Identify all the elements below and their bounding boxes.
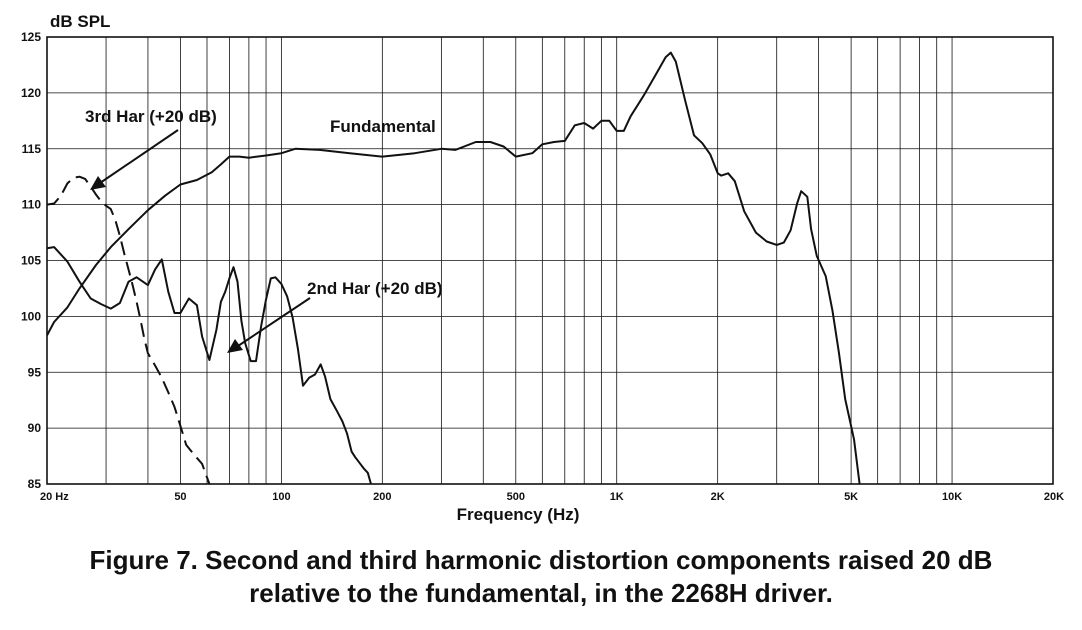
x-tick-label: 2K [711, 491, 725, 503]
x-axis-label: Frequency (Hz) [457, 505, 580, 524]
y-tick-label: 120 [21, 86, 41, 100]
annotation-arrow-2nd-har [237, 297, 311, 347]
y-tick-label: 105 [21, 254, 41, 268]
x-tick-label: 100 [272, 491, 290, 503]
x-tick-label: 200 [373, 491, 391, 503]
y-tick-label: 110 [22, 198, 42, 212]
y-tick-label: 100 [21, 309, 41, 323]
x-tick-label: 5K [844, 491, 858, 503]
series-lines [46, 51, 861, 485]
y-tick-label: 90 [28, 421, 42, 435]
x-tick-label: 10K [942, 491, 962, 503]
plot-grid [47, 37, 1053, 484]
plot-frame [46, 36, 1054, 485]
y-tick-label: 125 [21, 30, 41, 44]
y-tick-label: 95 [28, 365, 42, 379]
annotation-fundamental: Fundamental [330, 117, 436, 136]
y-tick-label: 115 [22, 142, 42, 156]
series-line-3rd-har-20-db [46, 175, 211, 485]
annotation-2nd-har: 2nd Har (+20 dB) [307, 279, 443, 298]
x-tick-label: 1K [610, 491, 624, 503]
x-tick-label: 500 [507, 491, 525, 503]
annotation-arrow-3rd-har [99, 129, 179, 184]
figure-caption: Figure 7. Second and third harmonic dist… [0, 544, 1082, 610]
series-line-fundamental [46, 51, 861, 485]
y-axis-label: dB SPL [50, 12, 110, 31]
y-tick-label: 85 [28, 477, 42, 491]
arrowhead-3rd-har [90, 176, 106, 190]
caption-line-2: relative to the fundamental, in the 2268… [249, 578, 833, 608]
caption-line-1: Figure 7. Second and third harmonic dist… [89, 545, 993, 575]
x-tick-labels: 20 Hz 50 100 200 500 1K 2K 5K 10K 20K [40, 491, 1064, 503]
annotation-3rd-har: 3rd Har (+20 dB) [85, 107, 217, 126]
x-tick-label: 20K [1044, 491, 1064, 503]
y-tick-labels: 125 120 115 110 105 100 95 90 85 [21, 30, 41, 491]
arrowhead-2nd-har [227, 339, 243, 353]
x-tick-label: 20 Hz [40, 491, 69, 503]
series-line-2nd-har-20-db [46, 246, 372, 485]
x-tick-label: 50 [174, 491, 186, 503]
